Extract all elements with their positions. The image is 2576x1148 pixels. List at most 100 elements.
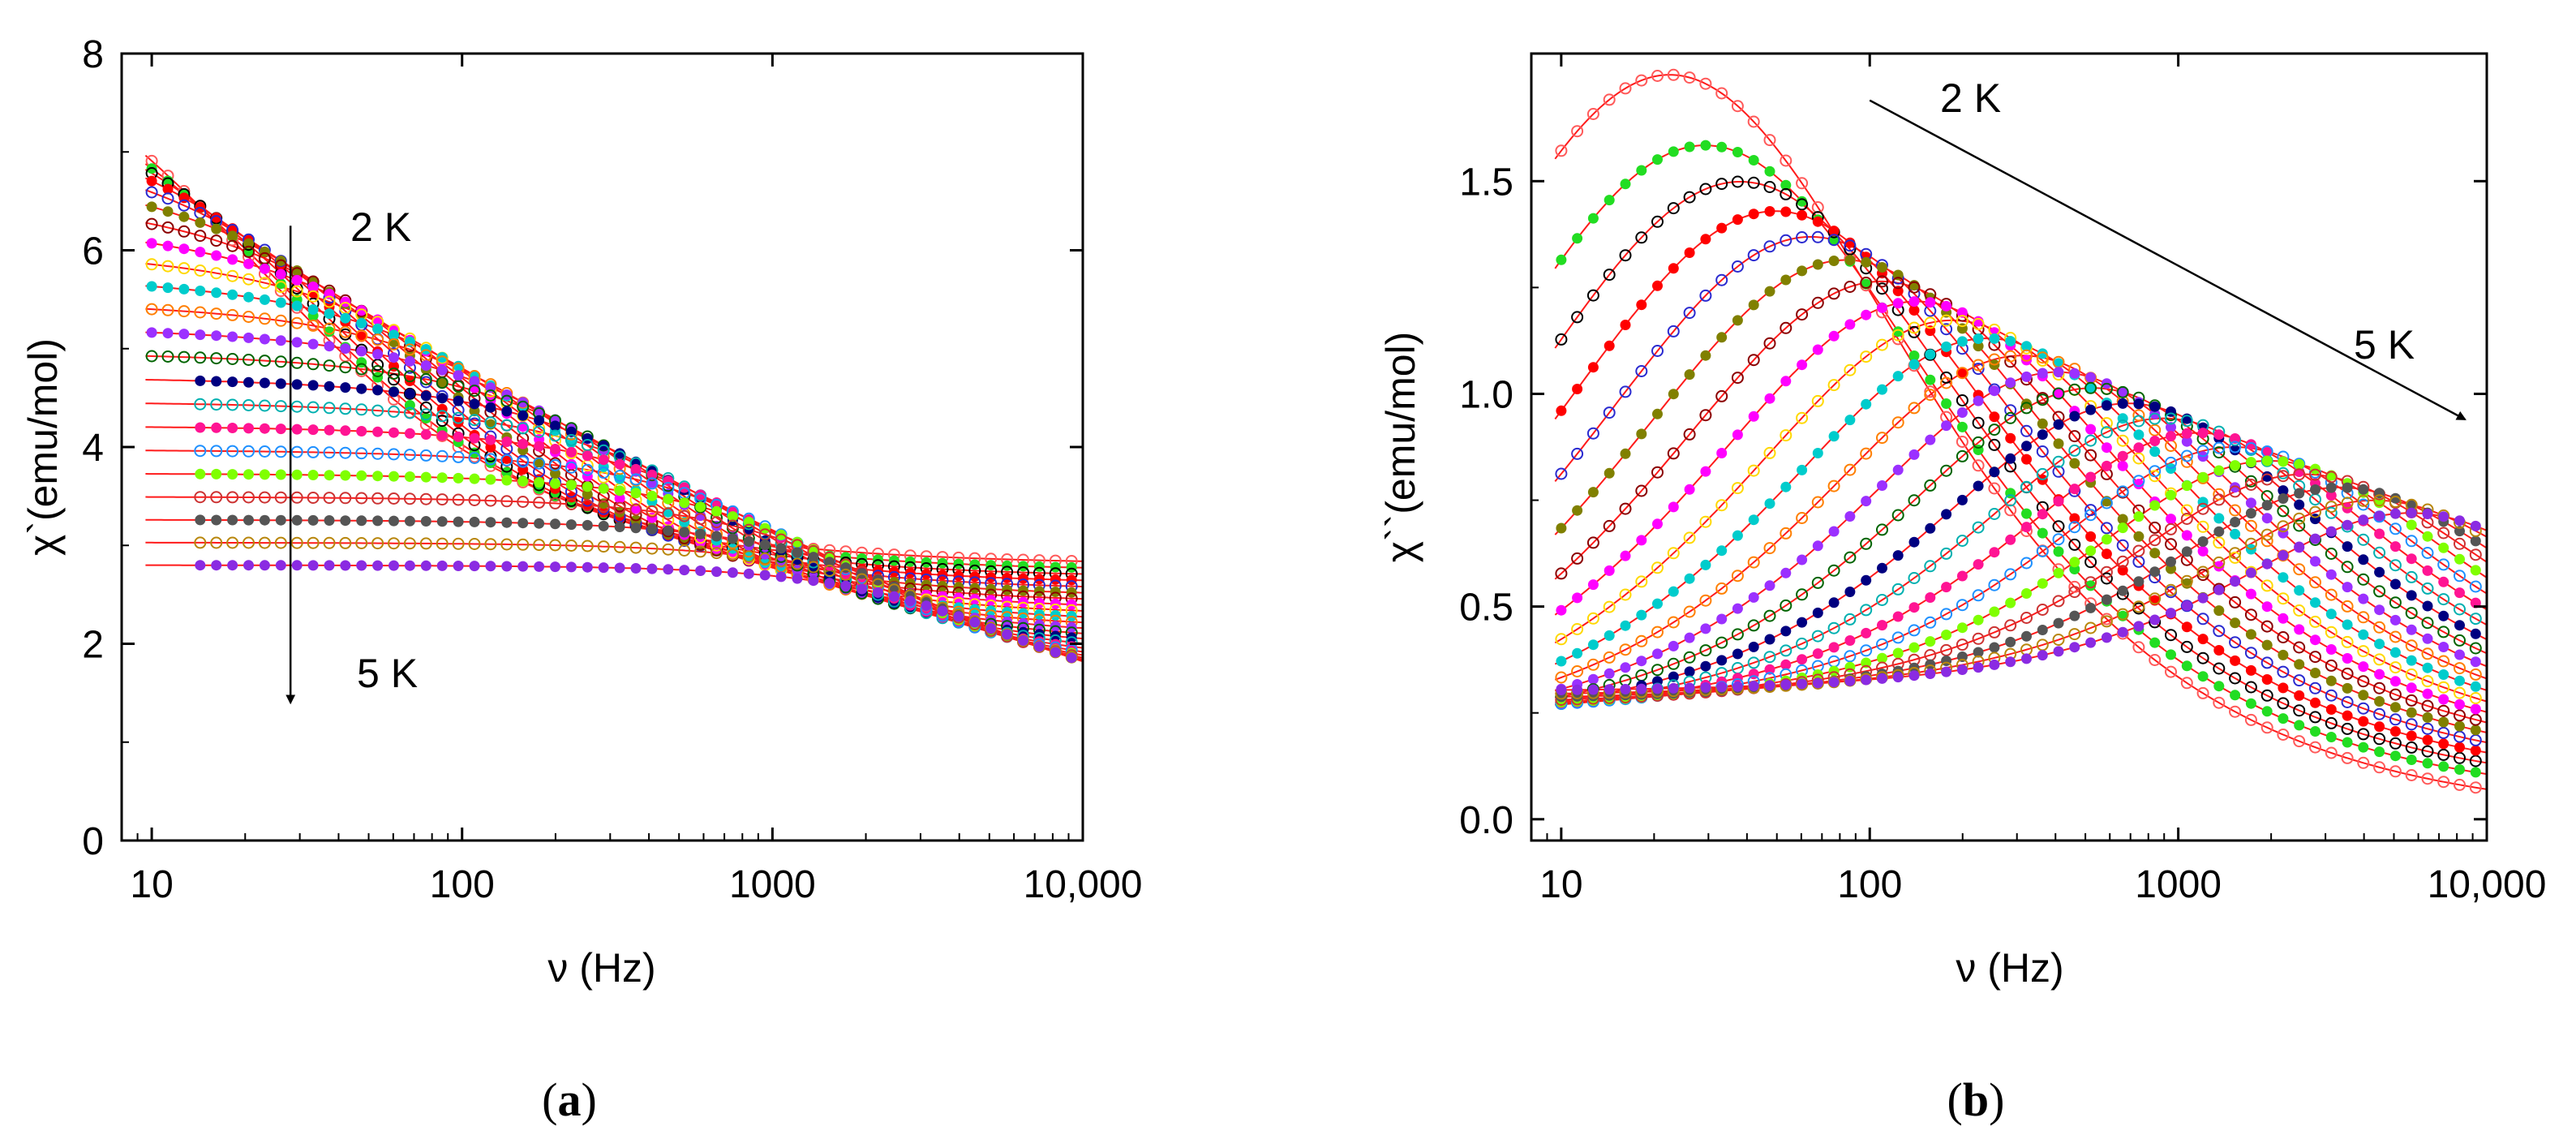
chart-a-point xyxy=(452,493,465,506)
chart-b-point xyxy=(1956,622,1968,634)
chart-a-point xyxy=(436,393,448,404)
chart-b-point xyxy=(2261,706,2273,717)
chart-b-point xyxy=(1747,464,1760,477)
chart-a-ytick-label: 8 xyxy=(82,33,104,76)
chart-b-point xyxy=(1716,613,1728,625)
chart-a-point xyxy=(937,605,948,617)
chart-a-point xyxy=(243,291,254,303)
chart-a-point xyxy=(565,540,577,552)
chart-a-point xyxy=(630,522,642,534)
chart-a-point xyxy=(243,536,255,549)
chart-b-point xyxy=(1572,647,1583,659)
chart-b-point xyxy=(1555,671,1568,684)
chart-b-point xyxy=(1586,658,1599,671)
chart-b-point xyxy=(2245,508,2256,519)
chart-b-point xyxy=(2277,729,2290,741)
chart-b-point xyxy=(1861,574,1872,586)
chart-b-point xyxy=(1731,628,1744,641)
chart-b-point xyxy=(1828,597,1840,608)
chart-a-point xyxy=(742,550,755,563)
chart-b-point xyxy=(1780,179,1792,191)
chart-b-point xyxy=(2197,536,2209,547)
chart-a-point xyxy=(388,338,400,350)
chart-b-point xyxy=(1908,536,1920,548)
chart-a-point xyxy=(517,455,530,468)
chart-b-point xyxy=(1828,226,1840,237)
chart-a-point xyxy=(695,501,706,513)
chart-b-point xyxy=(2405,639,2418,652)
chart-a-point xyxy=(258,491,271,504)
chart-b-point xyxy=(2342,482,2353,493)
chart-b-point xyxy=(2037,625,2048,635)
chart-b-point xyxy=(2260,528,2273,541)
chart-a-point xyxy=(517,561,529,572)
chart-a-point xyxy=(275,378,286,389)
chart-a-point xyxy=(452,537,465,550)
chart-b-point xyxy=(1764,634,1775,645)
chart-b-point xyxy=(2277,665,2290,678)
chart-b-point xyxy=(2325,569,2337,580)
chart-b-point xyxy=(2325,608,2337,620)
chart-b-point xyxy=(2165,522,2177,535)
chart-b-point xyxy=(2085,404,2097,415)
chart-b-point xyxy=(2470,703,2481,715)
chart-b-point xyxy=(1700,350,1711,361)
chart-b-point xyxy=(2470,656,2481,668)
chart-a-point xyxy=(436,410,449,423)
chart-a-point xyxy=(840,580,852,591)
chart-b-point xyxy=(1619,82,1632,95)
chart-a-point xyxy=(549,497,561,510)
chart-b-point xyxy=(2325,689,2338,702)
chart-b-point xyxy=(2438,511,2449,522)
chart-b-point xyxy=(2069,458,2080,469)
chart-b-point xyxy=(2132,452,2145,465)
chart-b-point xyxy=(2213,526,2225,537)
chart-b-point xyxy=(2101,534,2112,545)
chart-b-point xyxy=(2294,690,2305,701)
chart-b-point xyxy=(2277,631,2290,643)
chart-a-point xyxy=(356,426,367,436)
chart-b-point xyxy=(1924,479,1937,492)
chart-b-point xyxy=(2357,573,2370,586)
chart-b-point xyxy=(2437,748,2450,761)
chart-a-point xyxy=(243,445,255,458)
chart-b-point xyxy=(2342,582,2353,593)
chart-b-point xyxy=(1780,599,1792,612)
chart-b-point xyxy=(1811,630,1824,643)
chart-a-point xyxy=(759,540,771,550)
chart-a-point xyxy=(307,319,320,332)
chart-a-point xyxy=(211,560,222,571)
chart-b-point xyxy=(2133,621,2145,632)
chart-b-point xyxy=(2357,675,2370,688)
chart-b-point xyxy=(2181,436,2192,447)
chart-b-point xyxy=(2406,507,2417,518)
chart-a-point xyxy=(436,376,449,389)
chart-a-point xyxy=(436,415,449,428)
chart-a-point xyxy=(259,294,270,305)
chart-b-point xyxy=(1780,274,1792,286)
chart-a-point xyxy=(324,308,335,320)
chart-b-point xyxy=(2004,350,2017,363)
chart-b-point xyxy=(2373,653,2386,666)
chart-b-point xyxy=(2149,654,2162,666)
chart-b-point xyxy=(1940,643,1953,656)
chart-b-point xyxy=(2325,704,2337,715)
chart-b-point xyxy=(2278,485,2289,497)
chart-a-point xyxy=(1002,629,1013,640)
chart-b-point xyxy=(2325,659,2338,672)
chart-b-point xyxy=(2341,600,2354,613)
chart-b-point xyxy=(1732,603,1743,614)
chart-b-point xyxy=(2230,433,2241,444)
chart-b-point xyxy=(2149,592,2162,605)
chart-b-point xyxy=(2117,514,2128,525)
chart-a-point xyxy=(227,376,238,388)
chart-a-point xyxy=(873,587,883,598)
chart-b-point xyxy=(2117,386,2128,398)
chart-a-point xyxy=(307,401,320,414)
chart-b-point xyxy=(1780,481,1792,492)
chart-b-point xyxy=(2244,442,2257,454)
chart-a-point xyxy=(420,429,431,440)
chart-b-point xyxy=(2373,494,2386,507)
chart-b-point xyxy=(2357,494,2370,507)
chart-b-point xyxy=(2389,702,2401,713)
